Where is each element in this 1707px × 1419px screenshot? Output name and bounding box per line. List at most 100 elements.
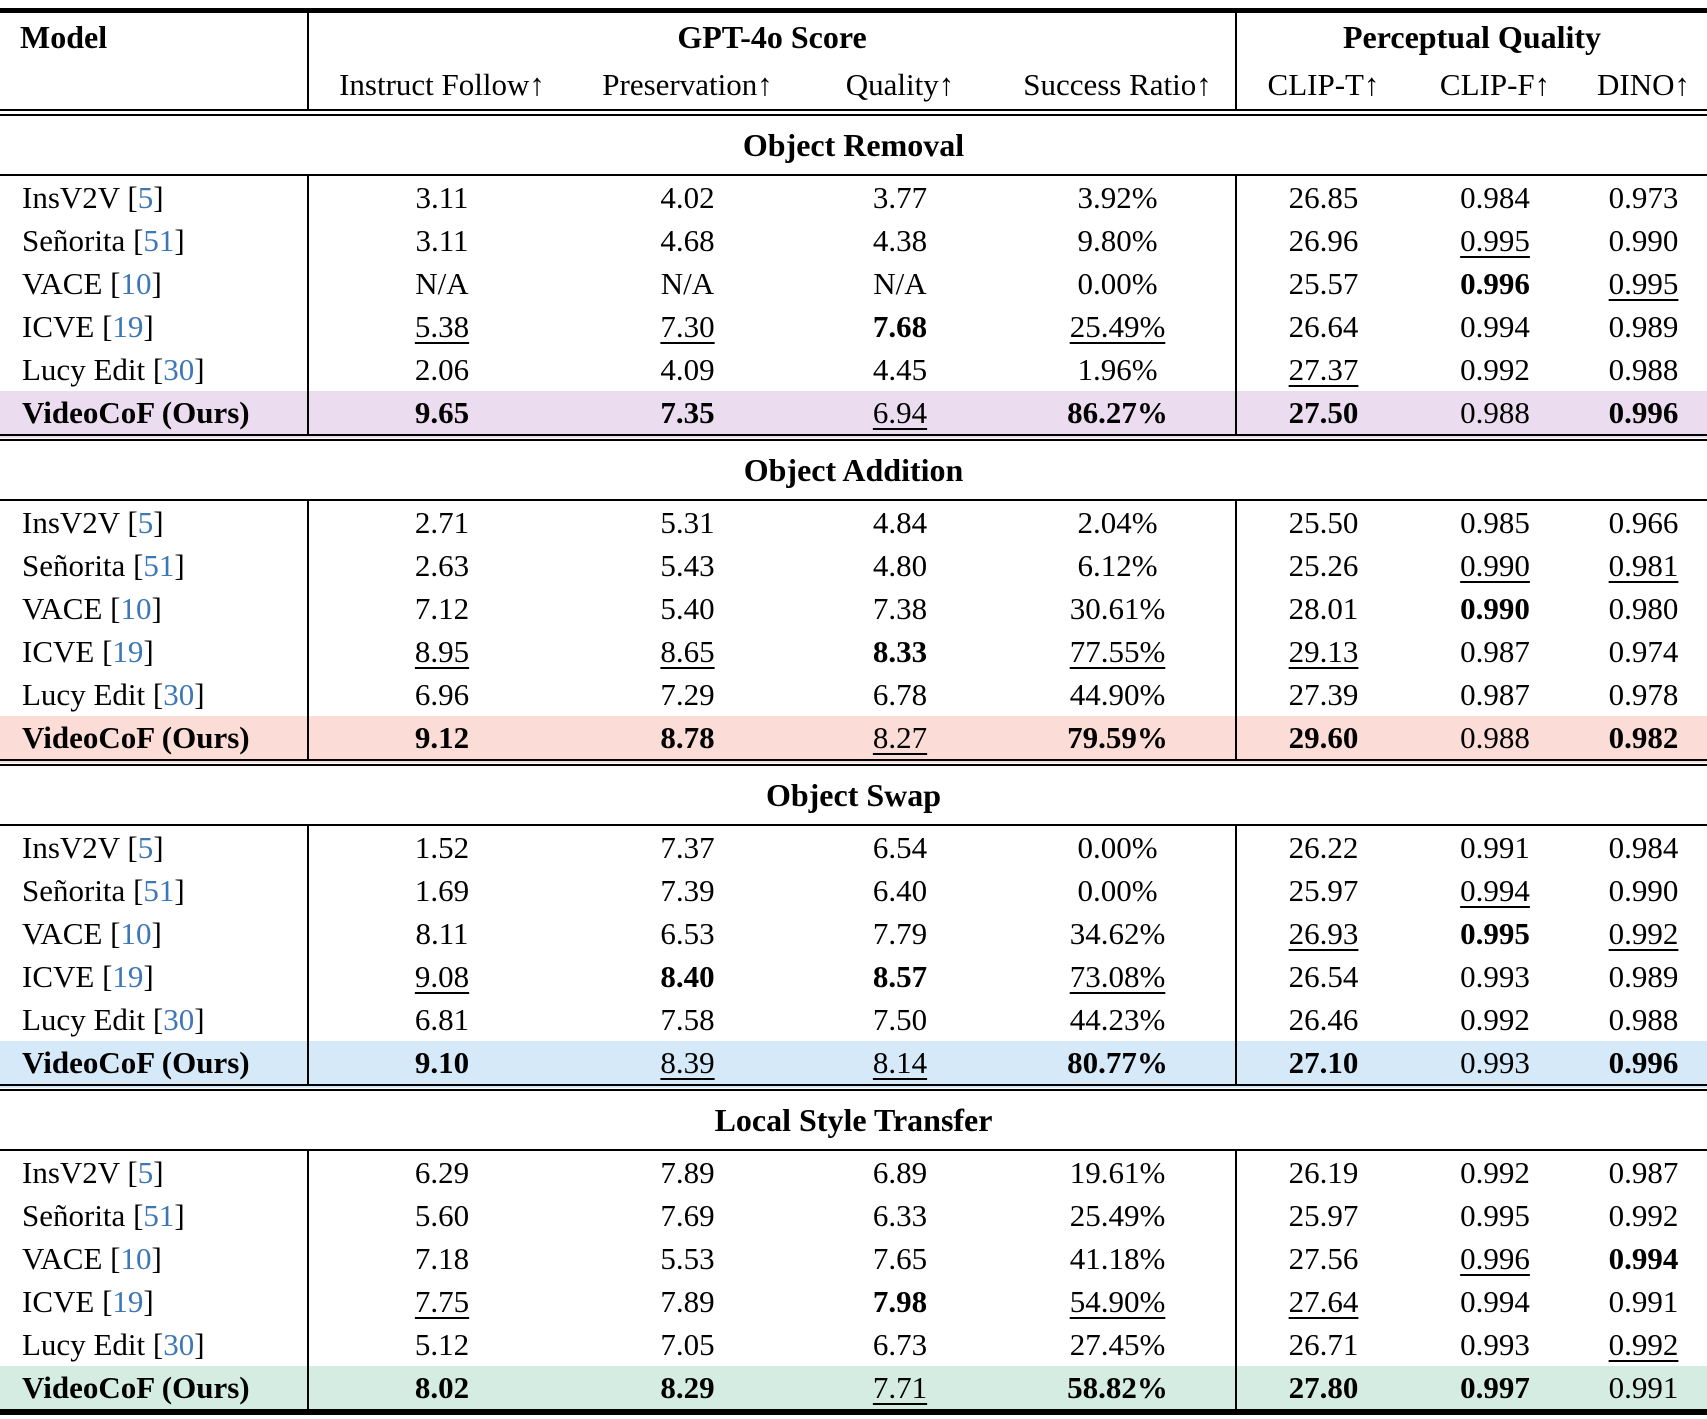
cell-value-clip-f: 0.990 bbox=[1460, 590, 1530, 626]
cell-value-clip-f: 0.993 bbox=[1460, 1044, 1530, 1080]
cell-model: InsV2V [5] bbox=[22, 829, 164, 865]
cell-value-dino: 0.991 bbox=[1608, 1369, 1679, 1405]
cell-model: Lucy Edit [30] bbox=[22, 1326, 205, 1362]
cell-value-clip-t: 26.64 bbox=[1235, 305, 1411, 348]
citation-link[interactable]: 51 bbox=[143, 547, 175, 583]
table-row-insv2v: InsV2V [5] 1.52 7.37 6.54 0.00% 26.22 0.991 0.9… bbox=[0, 825, 1707, 869]
cell-value-clip-f: 0.987 bbox=[1460, 633, 1530, 669]
citation-link[interactable]: 5 bbox=[137, 829, 154, 865]
cell-value-quality: 8.27 bbox=[872, 719, 928, 755]
cell-value-dino: 0.992 bbox=[1608, 1197, 1679, 1233]
section-title: Object Addition bbox=[0, 434, 1707, 501]
table-row-vace: VACE [10] 7.12 5.40 7.38 30.61% 28.01 0.990 0.9… bbox=[0, 587, 1707, 630]
cell-value-success-ratio: 34.62% bbox=[1069, 915, 1166, 951]
cell-value-dino: 0.984 bbox=[1608, 829, 1679, 865]
cell-value-preservation: 8.39 bbox=[660, 1044, 715, 1080]
citation-link[interactable]: 10 bbox=[120, 1240, 152, 1276]
model-name: Lucy Edit bbox=[22, 351, 146, 387]
cell-value-dino: 0.982 bbox=[1608, 719, 1679, 755]
cell-value-dino: 0.995 bbox=[1608, 265, 1679, 301]
cell-value-instruct-follow: 8.95 bbox=[307, 630, 575, 673]
column-header-success-ratio: Success Ratio↑ bbox=[1023, 67, 1212, 102]
cell-value-clip-t: 27.80 bbox=[1235, 1366, 1411, 1412]
model-name: VACE bbox=[22, 915, 103, 951]
citation-link[interactable]: 30 bbox=[163, 1001, 195, 1037]
model-name: VACE bbox=[22, 590, 103, 626]
table-row-se-orita: Señorita [51] 1.69 7.39 6.40 0.00% 25.97 0.994… bbox=[0, 869, 1707, 912]
cell-value-clip-t: 25.97 bbox=[1235, 869, 1411, 912]
cell-value-instruct-follow: 5.60 bbox=[307, 1194, 575, 1237]
cell-value-success-ratio: 0.00% bbox=[1077, 872, 1158, 908]
table-row-videocof-ours: VideoCoF (Ours) 9.65 7.35 6.94 86.27% 27.50 0.… bbox=[0, 391, 1707, 438]
citation-link[interactable]: 51 bbox=[143, 872, 175, 908]
cell-value-dino: 0.981 bbox=[1608, 547, 1679, 583]
cell-value-quality: 6.78 bbox=[872, 676, 928, 712]
cell-value-clip-t: 27.50 bbox=[1235, 391, 1411, 438]
cell-value-dino: 0.988 bbox=[1608, 351, 1679, 387]
citation-link[interactable]: 10 bbox=[120, 265, 152, 301]
cell-value-preservation: 8.65 bbox=[660, 633, 715, 669]
citation-link[interactable]: 5 bbox=[137, 504, 154, 540]
cell-value-quality: 6.73 bbox=[872, 1326, 928, 1362]
model-name: ICVE bbox=[22, 308, 95, 344]
cell-value-dino: 0.987 bbox=[1608, 1154, 1679, 1190]
table-row-lucy-edit: Lucy Edit [30] 6.96 7.29 6.78 44.90% 27.39 0.9… bbox=[0, 673, 1707, 716]
citation-link[interactable]: 5 bbox=[137, 1154, 154, 1190]
cell-value-clip-t: 25.97 bbox=[1235, 1194, 1411, 1237]
model-name: VideoCoF (Ours) bbox=[22, 394, 250, 430]
citation-link[interactable]: 19 bbox=[112, 958, 144, 994]
cell-value-preservation: 7.69 bbox=[660, 1197, 715, 1233]
cell-value-success-ratio: 73.08% bbox=[1069, 958, 1166, 994]
cell-value-clip-t: 26.71 bbox=[1235, 1323, 1411, 1366]
cell-model: Señorita [51] bbox=[22, 547, 185, 583]
citation-link[interactable]: 19 bbox=[112, 1283, 144, 1319]
cell-value-success-ratio: 6.12% bbox=[1077, 547, 1158, 583]
cell-value-clip-f: 0.992 bbox=[1460, 1154, 1530, 1190]
citation-link[interactable]: 10 bbox=[120, 590, 152, 626]
cell-value-quality: 4.80 bbox=[872, 547, 928, 583]
cell-value-quality: 4.38 bbox=[872, 222, 928, 258]
cell-value-success-ratio: 80.77% bbox=[1067, 1044, 1168, 1080]
cell-value-success-ratio: 3.92% bbox=[1077, 179, 1158, 215]
column-header-instruct-follow: Instruct Follow↑ bbox=[307, 61, 575, 113]
model-name: ICVE bbox=[22, 1283, 95, 1319]
cell-model: ICVE [19] bbox=[22, 308, 154, 344]
citation-link[interactable]: 30 bbox=[163, 351, 195, 387]
citation-link[interactable]: 19 bbox=[112, 308, 144, 344]
table-row-icve: ICVE [19] 9.08 8.40 8.57 73.08% 26.54 0.993 0.9… bbox=[0, 955, 1707, 998]
model-name: InsV2V bbox=[22, 179, 120, 215]
cell-value-instruct-follow: N/A bbox=[307, 262, 575, 305]
cell-value-clip-f: 0.993 bbox=[1460, 1326, 1530, 1362]
cell-value-quality: 8.33 bbox=[872, 633, 928, 669]
citation-link[interactable]: 19 bbox=[112, 633, 144, 669]
citation-link[interactable]: 5 bbox=[137, 179, 154, 215]
citation-link[interactable]: 10 bbox=[120, 915, 152, 951]
cell-value-clip-f: 0.985 bbox=[1460, 504, 1530, 540]
cell-value-clip-f: 0.996 bbox=[1460, 265, 1530, 301]
model-name: Lucy Edit bbox=[22, 676, 146, 712]
citation-link[interactable]: 30 bbox=[163, 676, 195, 712]
citation-link[interactable]: 51 bbox=[143, 1197, 175, 1233]
cell-value-preservation: 7.89 bbox=[660, 1154, 715, 1190]
cell-value-clip-t: 26.22 bbox=[1235, 825, 1411, 869]
citation-link[interactable]: 51 bbox=[143, 222, 175, 258]
model-name: InsV2V bbox=[22, 504, 120, 540]
table-row-se-orita: Señorita [51] 2.63 5.43 4.80 6.12% 25.26 0.990… bbox=[0, 544, 1707, 587]
model-name: Lucy Edit bbox=[22, 1001, 146, 1037]
section-title: Object Removal bbox=[0, 109, 1707, 176]
cell-value-dino: 0.973 bbox=[1608, 179, 1679, 215]
column-header-clip-f: CLIP-F↑ bbox=[1439, 67, 1551, 102]
citation-link[interactable]: 30 bbox=[163, 1326, 195, 1362]
cell-model: Lucy Edit [30] bbox=[22, 1001, 205, 1037]
table-row-vace: VACE [10] 8.11 6.53 7.79 34.62% 26.93 0.995 0.9… bbox=[0, 912, 1707, 955]
cell-value-success-ratio: 25.49% bbox=[1069, 1197, 1166, 1233]
cell-value-dino: 0.990 bbox=[1608, 872, 1679, 908]
cell-value-instruct-follow: 6.81 bbox=[307, 998, 575, 1041]
cell-value-success-ratio: 0.00% bbox=[1077, 829, 1158, 865]
cell-value-clip-f: 0.988 bbox=[1460, 719, 1530, 755]
cell-value-quality: 6.94 bbox=[872, 394, 928, 430]
table-row-insv2v: InsV2V [5] 3.11 4.02 3.77 3.92% 26.85 0.984 0.9… bbox=[0, 175, 1707, 219]
cell-model: ICVE [19] bbox=[22, 633, 154, 669]
cell-value-instruct-follow: 9.08 bbox=[307, 955, 575, 998]
cell-value-instruct-follow: 7.18 bbox=[307, 1237, 575, 1280]
